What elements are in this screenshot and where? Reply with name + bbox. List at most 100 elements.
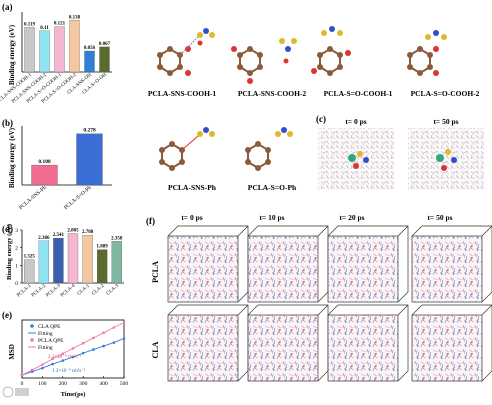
panel-d-value-label-3: 2.805 bbox=[67, 228, 79, 233]
legend-item-2: PCLA QPE bbox=[38, 338, 64, 344]
panel-a-value-label-2: 0.121 bbox=[54, 22, 66, 27]
panel-a-ylabel: Binding energy (eV) bbox=[8, 24, 16, 85]
panel-d-ylabel: Binding energy (eV) bbox=[6, 224, 13, 280]
panel-f-row-cla: CLA bbox=[151, 341, 160, 358]
panel-e-xtick-label-0: 0 bbox=[21, 381, 24, 387]
panel-e-point-0-9 bbox=[112, 341, 116, 344]
panel-e-point-0-4 bbox=[61, 359, 65, 362]
panel-e-xtick-label-5: 500 bbox=[120, 381, 129, 387]
panel-b-label: (b) bbox=[2, 118, 13, 128]
panel-e-point-1-4 bbox=[61, 352, 65, 355]
panel-b-bar-0 bbox=[31, 164, 58, 186]
panel-f-time-1: t= 10 ps bbox=[259, 213, 284, 222]
panel-f-box-r1-c2-corner bbox=[397, 304, 409, 316]
panel-f-md-grid: (f) t= 0 ps t= 10 ps t= 20 ps t= 50 ps P… bbox=[146, 213, 492, 382]
panel-d-value-label-1: 2.386 bbox=[38, 236, 50, 241]
panel-c-time-0: t= 0 ps bbox=[345, 117, 366, 126]
annotation-cla-diffusion: 1.3×10⁻⁹ cm²s⁻¹ bbox=[52, 368, 86, 374]
panel-f-box-r1-c3-edges bbox=[411, 304, 492, 382]
legend-marker-cla bbox=[30, 324, 34, 328]
panel-c-time-1: t= 50 ps bbox=[433, 117, 458, 126]
panel-b-value-label-1: 0.278 bbox=[83, 128, 96, 134]
panel-d-value-label-2: 2.541 bbox=[53, 233, 65, 238]
panel-e-point-1-6 bbox=[81, 341, 85, 345]
panel-f-time-0: t= 0 ps bbox=[181, 213, 202, 222]
structure-caption-3: PCLA-S=O-COOH-1 bbox=[324, 89, 393, 98]
molecule-pcla-sns-cooh-2 bbox=[231, 38, 297, 84]
panel-d-bar-4 bbox=[82, 235, 93, 284]
panel-a-label: (a) bbox=[2, 2, 13, 12]
panel-d-category-5: CLA-2 bbox=[91, 283, 105, 296]
panel-a-value-label-5: 0.067 bbox=[99, 42, 111, 47]
structure-row-middle: PCLA-SNS-Ph PCLA-S=O-Ph bbox=[159, 127, 297, 192]
panel-d-bar-6 bbox=[111, 241, 122, 284]
panel-d-ytick-label-0: 0 bbox=[15, 281, 18, 287]
panel-f-time-2: t= 20 ps bbox=[339, 213, 364, 222]
panel-c-snapshot-0 bbox=[318, 128, 394, 190]
panel-a-value-label-1: 0.11 bbox=[40, 26, 49, 31]
panel-f-box-r0-c1 bbox=[247, 235, 319, 303]
panel-b-category-1: PCLA-S=O-Ph bbox=[63, 185, 93, 211]
panel-f-box-r1-c0-corner bbox=[237, 304, 249, 316]
panel-a-bar-5 bbox=[99, 46, 110, 73]
panel-e-label: (e) bbox=[2, 310, 12, 320]
panel-a-bar-0 bbox=[24, 27, 35, 73]
molecule-pcla-s-o-cooh-2 bbox=[407, 30, 447, 76]
panel-f-row-pcla: PCLA bbox=[151, 261, 160, 283]
panel-e-point-1-0 bbox=[20, 373, 24, 377]
panel-e-xtick-label-2: 200 bbox=[59, 381, 68, 387]
panel-e-point-0-5 bbox=[71, 355, 75, 359]
panel-a-bar-3 bbox=[69, 20, 80, 73]
panel-f-box-r0-c1-corner bbox=[317, 225, 329, 237]
panel-d-category-6: CLA-3 bbox=[106, 283, 120, 296]
panel-e-point-1-1 bbox=[30, 368, 34, 372]
panel-e-point-1-5 bbox=[71, 347, 75, 350]
panel-a-bar-2 bbox=[54, 26, 65, 73]
panel-c-md-snapshots: (c) t= 0 ps t= 50 ps bbox=[316, 114, 484, 190]
panel-a-bar-1 bbox=[39, 30, 50, 73]
panel-f-box-r0-c3-corner bbox=[481, 225, 492, 237]
panel-e-line-chart: (e) MSD 0 100 200 300 400 500 CLA QPE Fitting… bbox=[2, 310, 128, 398]
panel-d-value-label-4: 2.708 bbox=[82, 230, 94, 235]
panel-a-value-label-3: 0.138 bbox=[69, 15, 81, 20]
panel-e-frame bbox=[21, 319, 125, 379]
panel-e-point-1-3 bbox=[51, 357, 54, 361]
panel-f-box-r0-c2-corner bbox=[397, 225, 409, 237]
panel-d-value-label-0: 1.325 bbox=[24, 255, 36, 260]
panel-e-point-0-2 bbox=[41, 366, 44, 370]
panel-e-xtick-label-1: 100 bbox=[38, 381, 47, 387]
legend-marker-pcla bbox=[30, 338, 34, 342]
panel-f-box-r0-c0 bbox=[167, 235, 239, 303]
panel-c-molecule-1 bbox=[436, 149, 457, 171]
panel-d-category-1: PCLA-2 bbox=[31, 283, 48, 298]
structure-row-top: PCLA-SNS-COOH-1 PCLA-SNS-COOH-2 PCLA-S=O… bbox=[148, 26, 480, 98]
molecule-pcla-sns-ph bbox=[159, 127, 215, 171]
panel-f-label: (f) bbox=[146, 216, 155, 226]
panel-d-bar-1 bbox=[38, 240, 50, 284]
panel-a-value-label-0: 0.119 bbox=[24, 22, 35, 27]
panel-d-label: (d) bbox=[2, 224, 13, 234]
legend-item-1: Fitting bbox=[38, 331, 53, 337]
panel-f-box-r1-c1 bbox=[247, 314, 319, 382]
legend-item-3: Fitting bbox=[38, 345, 53, 351]
panel-e-point-1-7 bbox=[92, 336, 95, 340]
panel-b-bar-1 bbox=[76, 133, 103, 186]
molecule-pcla-sns-cooh-1 bbox=[157, 28, 215, 76]
panel-f-box-r0-c0-corner bbox=[237, 225, 249, 237]
panel-b-value-label-0: 0.108 bbox=[38, 159, 51, 165]
panel-a-bar-4 bbox=[84, 50, 95, 73]
panel-d-ytick-label-1: 1 bbox=[15, 263, 18, 269]
panel-e-xtick-label-4: 400 bbox=[99, 381, 108, 387]
panel-d-category-0: PCLA-1 bbox=[16, 283, 33, 298]
legend-item-0: CLA QPE bbox=[38, 324, 61, 330]
panel-f-box-r0-c3-edges bbox=[411, 225, 492, 303]
panel-e-point-1-8 bbox=[102, 331, 105, 335]
structure-caption-5: PCLA-SNS-Ph bbox=[168, 183, 217, 192]
panel-f-box-r1-c3 bbox=[411, 314, 483, 382]
panel-d-bar-0 bbox=[24, 259, 35, 284]
panel-d-ytick-label-3: 3 bbox=[15, 228, 18, 234]
panel-d-value-label-6: 2.358 bbox=[111, 236, 123, 241]
panel-b-ylabel: Binding energy (eV) bbox=[8, 127, 16, 188]
panel-f-box-r0-c2 bbox=[327, 235, 399, 303]
